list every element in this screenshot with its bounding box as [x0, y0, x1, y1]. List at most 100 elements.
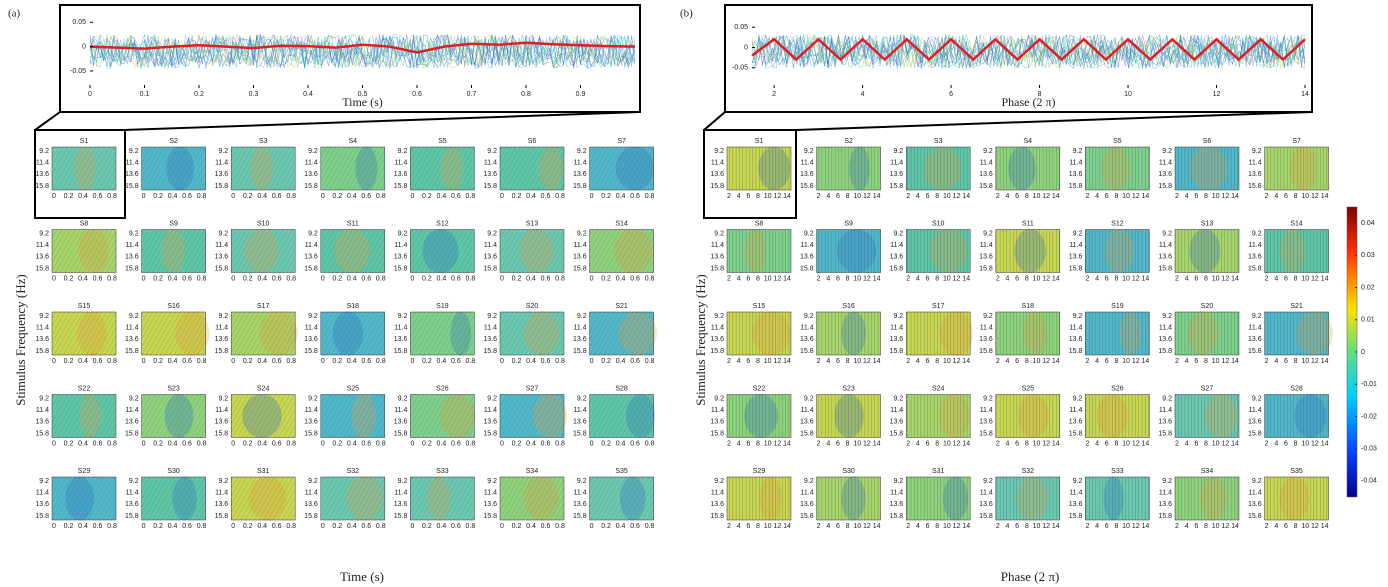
heatmap-texture: [905, 146, 971, 191]
tile-x-tick: 8: [1204, 275, 1208, 282]
tile-x-tick: 0.6: [93, 358, 103, 365]
tile-y-tick: 11.4: [305, 325, 318, 332]
tile-x-tick: 0.6: [182, 193, 192, 200]
tile-x-tick: 12: [863, 523, 871, 530]
colorbar-tick-label: -0.01: [1361, 381, 1377, 388]
tile-y-tick: 15.8: [1069, 265, 1083, 272]
tile-y-tick: 13.6: [1069, 254, 1083, 261]
tile-y-tick: 13.6: [890, 419, 904, 426]
tile-x-tick: 2: [996, 275, 1000, 282]
heatmap-texture: [726, 146, 792, 191]
tile-x-tick: 4: [1185, 358, 1189, 365]
tile-x-tick: 10: [853, 193, 861, 200]
tile-x-tick: 10: [1033, 275, 1041, 282]
tile-y-tick: 9.2: [983, 313, 993, 320]
heatmap-texture: [51, 311, 117, 356]
tile-y-tick: 11.4: [980, 407, 993, 414]
subject-title: S6: [1203, 138, 1212, 145]
tile-x-tick: 0.6: [182, 523, 192, 530]
tile-y-tick: 9.2: [308, 313, 318, 320]
tile-y-tick: 13.6: [483, 501, 497, 508]
tile-y-tick: 9.2: [39, 230, 49, 237]
tile-x-tick: 0.4: [257, 440, 267, 447]
tile-y-tick: 9.2: [1252, 148, 1262, 155]
tile-y-tick: 11.4: [1069, 490, 1082, 497]
heatmap-texture: [726, 394, 792, 438]
tile-x-tick: 0.4: [78, 358, 88, 365]
tile-y-tick: 13.6: [125, 254, 139, 261]
y-tick-label: -0.05: [732, 65, 748, 72]
tile-x-tick: 4: [1006, 523, 1010, 530]
tile-x-tick: 10: [1301, 275, 1309, 282]
tile-x-tick: 0.8: [466, 523, 476, 530]
tile-y-tick: 9.2: [804, 478, 814, 485]
subject-title: S31: [257, 468, 270, 475]
tile-y-tick: 9.2: [39, 148, 49, 155]
subject-title: S2: [169, 138, 178, 145]
tile-x-tick: 14: [1142, 358, 1150, 365]
subject-title: S29: [78, 468, 91, 475]
zoom-line: [703, 111, 726, 131]
heatmap-texture: [905, 394, 971, 438]
tile-x-tick: 4: [1185, 193, 1189, 200]
x-axis-label: Phase (2 π): [1001, 569, 1060, 584]
tile-y-tick: 9.2: [129, 395, 139, 402]
tile-x-tick: 8: [1025, 193, 1029, 200]
tile-y-tick: 13.6: [890, 171, 904, 178]
tile-y-tick: 9.2: [308, 395, 318, 402]
tile-x-tick: 0.6: [182, 358, 192, 365]
tile-y-tick: 15.8: [890, 265, 904, 272]
tile-x-tick: 0: [231, 440, 235, 447]
tile-x-tick: 8: [1204, 358, 1208, 365]
tile-x-tick: 0.2: [64, 358, 74, 365]
tile-x-tick: 0.6: [451, 523, 461, 530]
y-tick-label: 0: [744, 44, 748, 51]
y-tick-label: 0.05: [72, 19, 86, 26]
tile-y-tick: 11.4: [1159, 407, 1172, 414]
x-tick-label: 0.9: [576, 91, 586, 98]
tile-x-tick: 10: [764, 275, 772, 282]
tile-x-tick: 8: [756, 275, 760, 282]
tile-x-tick: 0: [500, 440, 504, 447]
tile-x-tick: 0.6: [630, 193, 640, 200]
tile-y-tick: 9.2: [129, 313, 139, 320]
subject-title: S22: [753, 385, 766, 392]
tile-y-tick: 9.2: [1162, 478, 1172, 485]
tile-y-tick: 11.4: [215, 407, 228, 414]
tile-x-tick: 2: [1265, 275, 1269, 282]
tile-y-tick: 15.8: [800, 348, 814, 355]
subject-title: S11: [1022, 220, 1034, 227]
tile-y-tick: 15.8: [483, 265, 497, 272]
tile-x-tick: 6: [1194, 440, 1198, 447]
tile-y-tick: 13.6: [1248, 171, 1262, 178]
tile-x-tick: 4: [1095, 275, 1099, 282]
tile-y-tick: 11.4: [484, 490, 497, 497]
tile-x-tick: 0.6: [272, 275, 282, 282]
tile-x-tick: 0.8: [286, 275, 296, 282]
tile-x-tick: 0.4: [616, 440, 626, 447]
tile-y-tick: 15.8: [573, 265, 587, 272]
tile-y-tick: 13.6: [304, 171, 318, 178]
heatmap-texture: [320, 476, 386, 521]
tile-y-tick: 9.2: [487, 313, 497, 320]
tile-y-tick: 15.8: [573, 430, 587, 437]
tile-x-tick: 0.8: [645, 193, 655, 200]
tile-x-tick: 0.4: [78, 193, 88, 200]
tile-x-tick: 12: [773, 275, 781, 282]
tile-y-tick: 13.6: [573, 336, 587, 343]
subject-title: S9: [844, 220, 853, 227]
tile-y-tick: 9.2: [39, 313, 49, 320]
heatmap-texture: [816, 311, 881, 356]
tile-x-tick: 0: [321, 275, 325, 282]
tile-x-tick: 10: [1301, 523, 1309, 530]
tile-y-tick: 15.8: [710, 348, 724, 355]
tile-y-tick: 9.2: [577, 478, 587, 485]
tile-y-tick: 15.8: [979, 513, 993, 520]
subject-title: S5: [438, 138, 447, 145]
tile-x-tick: 0.6: [272, 358, 282, 365]
subject-title: S32: [1022, 468, 1035, 475]
tile-x-tick: 14: [873, 358, 881, 365]
tile-y-tick: 15.8: [979, 348, 993, 355]
tile-x-tick: 0.6: [272, 440, 282, 447]
tile-y-tick: 15.8: [35, 183, 49, 190]
